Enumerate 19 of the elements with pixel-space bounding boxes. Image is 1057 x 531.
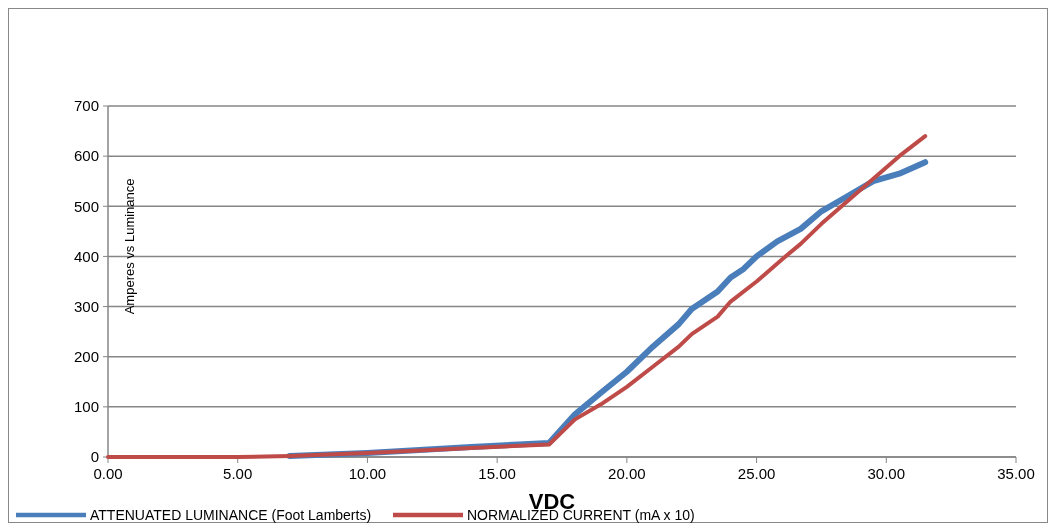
y-tick-label: 0	[90, 448, 99, 466]
y-tick-label: 200	[73, 347, 99, 365]
x-tick-label: 0.00	[93, 465, 123, 482]
y-tick-label: 500	[73, 197, 99, 215]
legend-label: ATTENUATED LUMINANCE (Foot Lamberts)	[90, 506, 372, 523]
x-tick-label: 35.00	[997, 465, 1035, 482]
y-tick-label: 400	[73, 247, 99, 265]
y-axis-title: Amperes vs Luminance	[122, 178, 137, 315]
x-tick-label: 30.00	[867, 465, 906, 482]
x-tick-label: 15.00	[478, 465, 516, 482]
x-tick-label: 25.00	[737, 465, 776, 482]
y-tick-label: 100	[73, 398, 99, 416]
y-tick-label: 600	[73, 147, 99, 165]
x-tick-label: 10.00	[348, 465, 387, 482]
x-tick-label: 5.00	[223, 465, 253, 482]
x-tick-label: 20.00	[608, 465, 646, 482]
y-tick-label: 300	[73, 297, 99, 315]
line-series	[106, 134, 928, 459]
y-tick-label: 700	[73, 97, 99, 115]
